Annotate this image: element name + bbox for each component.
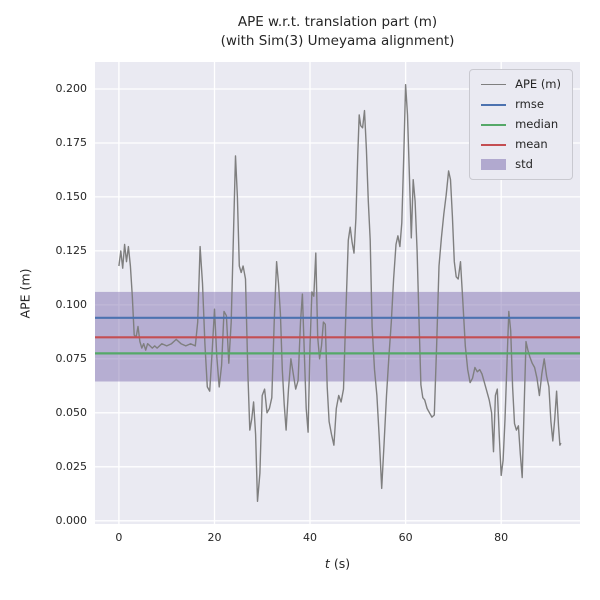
y-axis-label: APE (m): [17, 268, 33, 318]
y-tick-label: 0.200: [55, 81, 88, 95]
chart-subtitle: (with Sim(3) Umeyama alignment): [220, 33, 455, 49]
plot-canvas: [95, 62, 580, 524]
legend-label-rmse: rmse: [515, 97, 544, 111]
y-axis-label-wrap: APE (m): [12, 62, 38, 524]
x-axis-label: t (s): [95, 556, 580, 571]
legend-item-median: median: [481, 118, 561, 131]
legend-swatch-median: [481, 123, 507, 126]
x-tick-label: 40: [303, 531, 318, 544]
x-tick-label: 0: [115, 531, 123, 544]
y-tick-label: 0.025: [55, 459, 88, 473]
chart-title: APE w.r.t. translation part (m): [237, 14, 438, 30]
x-tick-label: 20: [207, 531, 222, 544]
legend: APE (m) rmse median mean std: [469, 69, 573, 180]
x-tick-label: 60: [398, 531, 413, 544]
legend-item-rmse: rmse: [481, 98, 561, 111]
y-tick-label: 0.150: [55, 189, 88, 203]
y-tick-label: 0.100: [55, 297, 88, 311]
y-tick-label: 0.050: [55, 405, 88, 419]
legend-label-ape: APE (m): [515, 77, 561, 91]
legend-label-std: std: [515, 157, 533, 171]
legend-swatch-mean: [481, 143, 507, 146]
y-tick-label: 0.175: [55, 135, 88, 149]
legend-swatch-std: [481, 159, 507, 170]
y-tick-label: 0.075: [55, 351, 88, 365]
legend-swatch-ape: [481, 84, 507, 85]
plot-area: APE (m) rmse median mean std: [95, 62, 580, 524]
legend-item-ape: APE (m): [481, 78, 561, 91]
x-axis-label-unit: (s): [333, 556, 351, 571]
ape-line: [118, 84, 562, 502]
legend-item-mean: mean: [481, 138, 561, 151]
y-tick-label: 0.125: [55, 243, 88, 257]
legend-label-median: median: [515, 117, 559, 131]
legend-label-mean: mean: [515, 137, 548, 151]
y-tick-label: 0.000: [55, 513, 88, 527]
legend-item-std: std: [481, 158, 561, 171]
legend-swatch-rmse: [481, 103, 507, 106]
x-tick-label: 80: [494, 531, 509, 544]
x-axis-label-var: t: [324, 556, 330, 571]
